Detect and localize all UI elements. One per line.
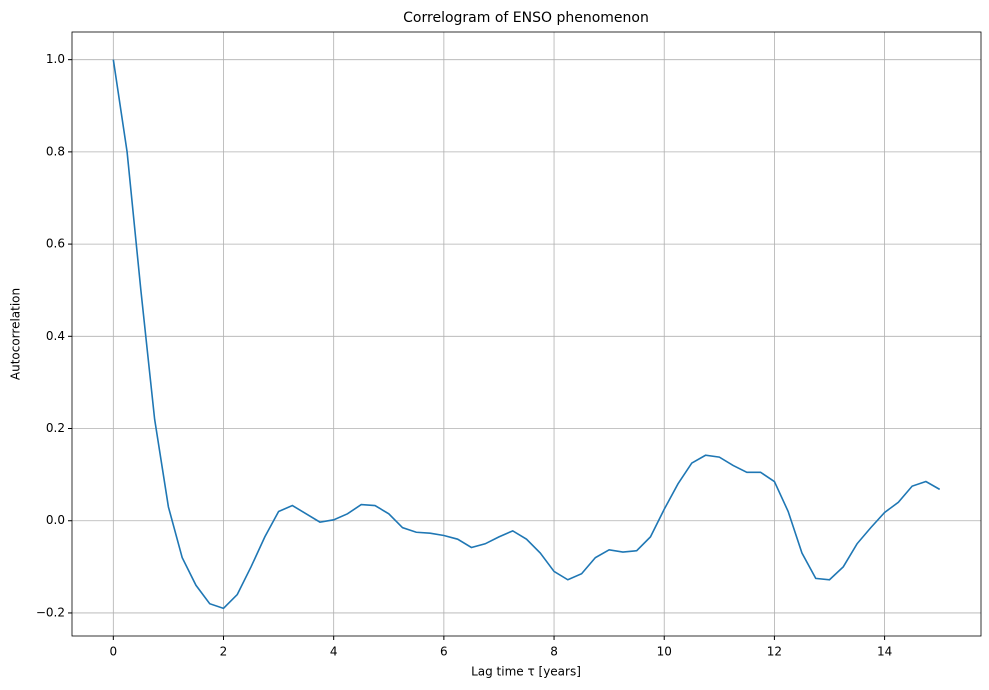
x-tick-label: 12 <box>767 645 782 659</box>
x-tick-label: 8 <box>550 645 558 659</box>
x-tick-label: 6 <box>440 645 448 659</box>
y-tick-label: −0.2 <box>36 605 65 619</box>
x-tick-label: 4 <box>330 645 338 659</box>
y-tick-label: 0.8 <box>46 144 65 158</box>
y-axis-label: Autocorrelation <box>9 288 23 380</box>
y-tick-label: 0.6 <box>46 237 65 251</box>
y-tick-label: 0.4 <box>46 329 65 343</box>
y-tick-label: 1.0 <box>46 52 65 66</box>
x-tick-label: 10 <box>657 645 672 659</box>
x-axis-label: Lag time τ [years] <box>471 665 581 679</box>
plot-frame <box>71 31 982 637</box>
y-tick-label: 0.0 <box>46 513 65 527</box>
x-tick-label: 14 <box>877 645 892 659</box>
x-tick-label: 2 <box>220 645 228 659</box>
chart-title: Correlogram of ENSO phenomenon <box>403 10 649 26</box>
data-line <box>112 59 941 610</box>
x-tick-label: 0 <box>109 645 117 659</box>
y-tick-label: 0.2 <box>46 421 65 435</box>
